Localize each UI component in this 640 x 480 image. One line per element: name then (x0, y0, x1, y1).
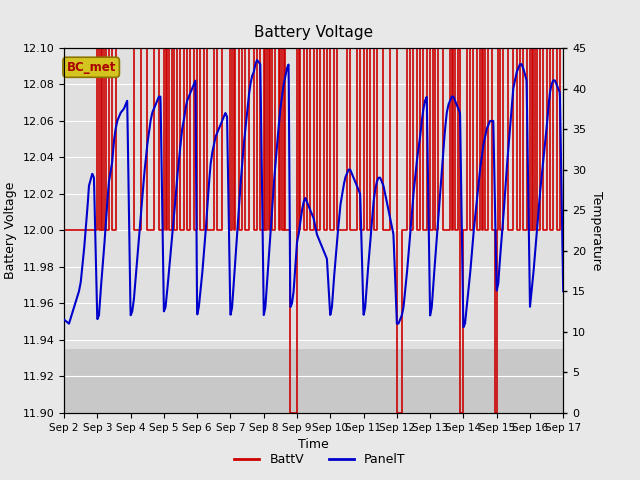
Bar (64, 48, 563, 349)
X-axis label: Time: Time (298, 438, 329, 451)
Text: BC_met: BC_met (67, 61, 116, 74)
Title: Battery Voltage: Battery Voltage (254, 25, 373, 40)
Bar (64, 349, 563, 413)
Y-axis label: Battery Voltage: Battery Voltage (4, 182, 17, 279)
Y-axis label: Temperature: Temperature (590, 191, 603, 270)
Legend: BattV, PanelT: BattV, PanelT (229, 448, 411, 471)
